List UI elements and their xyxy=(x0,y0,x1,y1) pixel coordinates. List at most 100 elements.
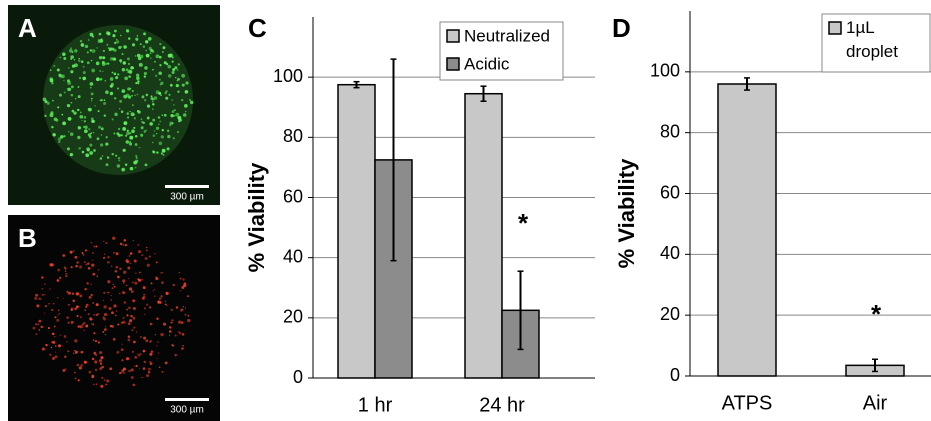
cell xyxy=(66,103,71,108)
cell xyxy=(167,74,172,78)
cell xyxy=(138,62,143,67)
cell xyxy=(63,57,67,60)
cell xyxy=(152,134,156,137)
cell xyxy=(84,125,88,129)
cell xyxy=(131,129,135,134)
cell xyxy=(134,166,137,169)
cell xyxy=(107,47,110,50)
cell xyxy=(119,267,122,270)
cell xyxy=(93,245,96,248)
y-tick-label: 60 xyxy=(660,182,680,202)
cell xyxy=(132,316,136,320)
cell xyxy=(145,129,148,131)
cell xyxy=(174,334,177,337)
cell xyxy=(179,277,182,280)
cell xyxy=(68,48,73,53)
cell xyxy=(130,368,134,372)
cell xyxy=(80,43,85,47)
cell xyxy=(89,143,93,147)
cell xyxy=(58,74,63,78)
cell xyxy=(185,81,189,85)
cell xyxy=(53,325,56,328)
cell xyxy=(94,360,98,364)
cell xyxy=(141,95,145,99)
cell xyxy=(41,276,44,279)
cell xyxy=(70,85,74,89)
cell xyxy=(66,87,70,91)
cell xyxy=(160,94,162,97)
cell xyxy=(93,351,97,355)
cell xyxy=(55,351,57,353)
cell xyxy=(113,132,116,135)
cell xyxy=(150,350,154,353)
scale-bar xyxy=(165,185,209,188)
cell xyxy=(101,155,104,157)
cell xyxy=(35,333,38,336)
cell xyxy=(103,99,106,101)
cell xyxy=(49,288,51,290)
cell xyxy=(160,272,162,274)
cell xyxy=(127,335,131,338)
x-tick-label: 1 hr xyxy=(358,394,393,416)
cell xyxy=(88,370,92,374)
cell xyxy=(142,45,146,48)
cell xyxy=(143,32,147,36)
cell xyxy=(87,313,90,316)
cell xyxy=(172,283,175,287)
cell xyxy=(62,254,66,257)
annotation: * xyxy=(871,299,882,329)
cell xyxy=(116,164,121,168)
cell xyxy=(78,366,82,370)
cell xyxy=(182,344,184,347)
cell xyxy=(132,281,134,284)
cell xyxy=(112,337,116,341)
cell xyxy=(147,37,152,41)
cell xyxy=(67,321,70,324)
cell xyxy=(49,353,52,356)
x-tick-label: Air xyxy=(863,392,888,414)
cell xyxy=(92,252,94,254)
cell xyxy=(119,99,123,103)
cell xyxy=(128,37,131,40)
cell xyxy=(134,281,138,285)
cell xyxy=(109,84,113,88)
cell xyxy=(132,307,136,310)
cell xyxy=(152,150,156,154)
cell xyxy=(66,290,69,293)
cell xyxy=(167,64,172,69)
cell xyxy=(139,43,142,46)
cell xyxy=(129,87,132,90)
cell xyxy=(100,134,103,136)
cell xyxy=(114,41,117,45)
cell xyxy=(128,306,131,310)
cell xyxy=(96,47,98,49)
cell xyxy=(130,376,134,379)
cell xyxy=(136,109,140,113)
cell xyxy=(117,87,120,90)
cell xyxy=(71,109,75,113)
cell xyxy=(59,56,62,59)
cell xyxy=(35,293,38,297)
cell xyxy=(107,255,110,259)
cell xyxy=(150,97,154,101)
cell xyxy=(96,137,100,141)
cell xyxy=(38,319,42,323)
cell xyxy=(109,77,114,81)
cell xyxy=(102,70,104,73)
cell xyxy=(184,307,187,309)
cell xyxy=(123,121,128,126)
cell xyxy=(44,114,47,118)
cell xyxy=(105,242,108,245)
cell xyxy=(109,367,113,371)
cell xyxy=(129,135,134,140)
cell xyxy=(41,287,43,290)
cell xyxy=(75,351,78,354)
cell xyxy=(184,103,188,108)
cell xyxy=(69,132,74,136)
cell xyxy=(63,91,66,94)
cell xyxy=(153,96,158,100)
cell xyxy=(85,263,88,266)
bar xyxy=(464,92,503,379)
cell xyxy=(85,324,89,328)
cell xyxy=(159,84,162,86)
